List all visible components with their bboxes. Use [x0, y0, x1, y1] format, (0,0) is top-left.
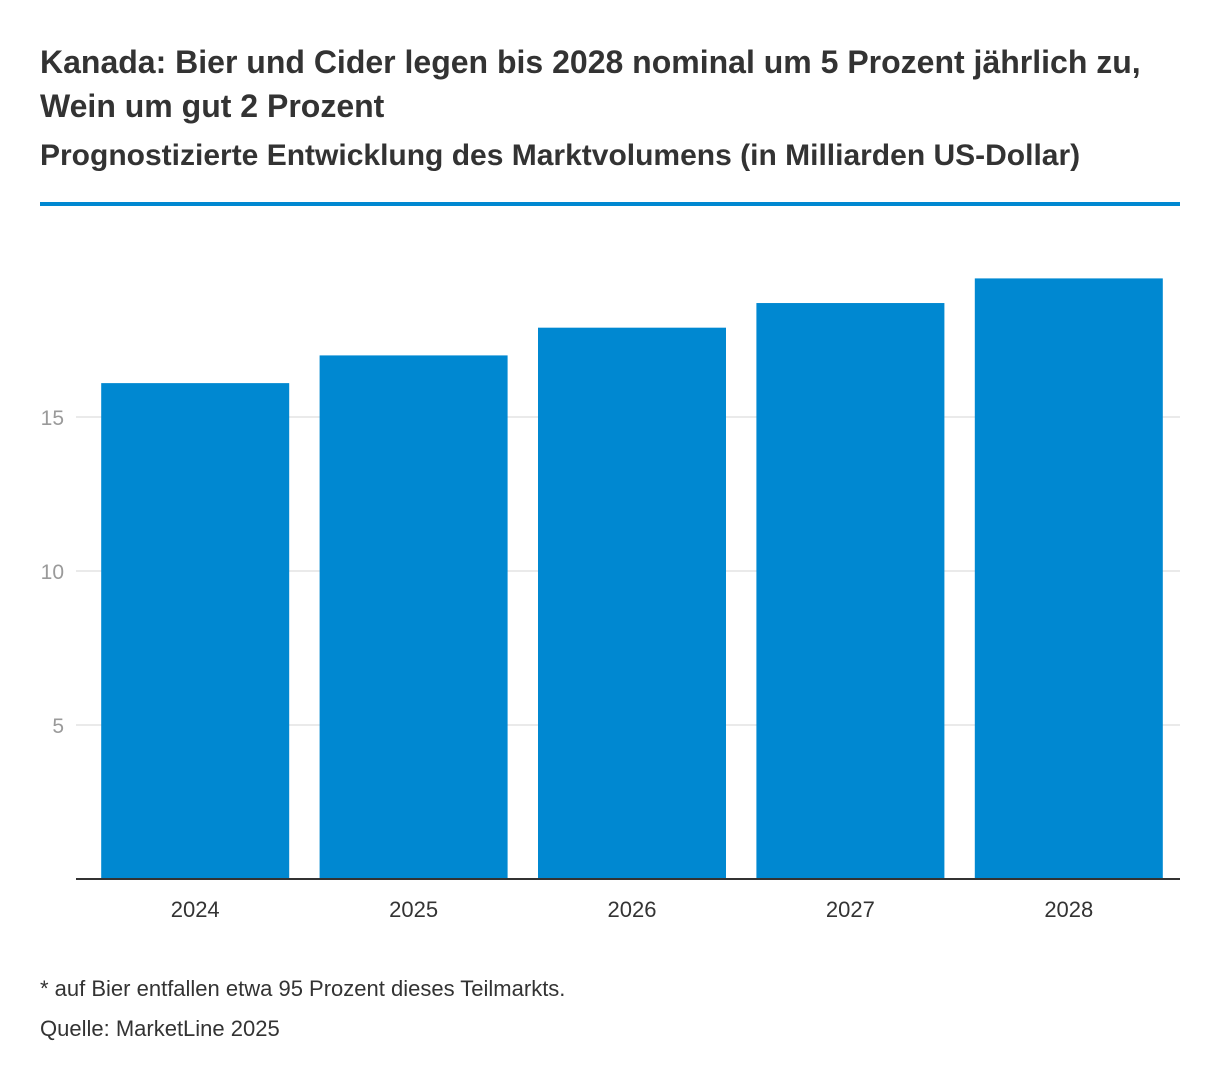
x-tick-label: 2024 — [171, 897, 220, 922]
y-tick-label: 5 — [52, 715, 64, 738]
x-tick-label: 2028 — [1044, 897, 1093, 922]
bar-chart: 5 10 15 2024 2025 2026 2027 2028 — [41, 278, 1180, 922]
accent-rule — [40, 202, 1180, 206]
bars — [101, 278, 1163, 879]
bar-2026 — [538, 327, 726, 879]
x-tick-label: 2025 — [389, 897, 438, 922]
y-tick-label: 10 — [41, 561, 64, 584]
bar-2025 — [319, 355, 508, 879]
x-axis-ticks: 2024 2025 2026 2027 2028 — [171, 897, 1094, 922]
x-tick-label: 2026 — [608, 897, 657, 922]
footnote: * auf Bier entfallen etwa 95 Prozent die… — [40, 976, 566, 1001]
x-tick-label: 2027 — [826, 897, 875, 922]
source-note: Quelle: MarketLine 2025 — [40, 1016, 280, 1041]
bar-2024 — [101, 383, 290, 879]
bar-2028 — [974, 278, 1163, 879]
y-tick-label: 15 — [41, 407, 64, 430]
bar-2027 — [756, 303, 945, 879]
chart-title: Kanada: Bier und Cider legen bis 2028 no… — [40, 44, 1141, 124]
y-axis-ticks: 5 10 15 — [41, 407, 64, 738]
chart-subtitle: Prognostizierte Entwicklung des Marktvol… — [40, 139, 1081, 172]
